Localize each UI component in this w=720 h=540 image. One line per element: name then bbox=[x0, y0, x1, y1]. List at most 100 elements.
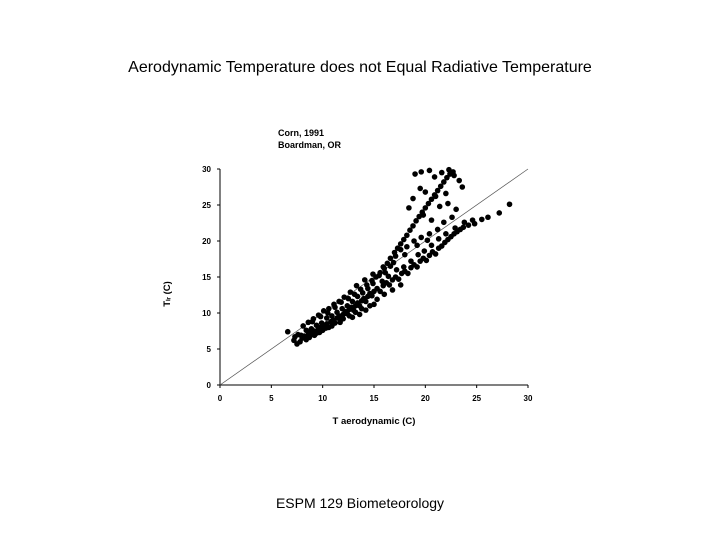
data-point bbox=[370, 280, 376, 287]
data-point bbox=[387, 255, 394, 262]
data-point bbox=[377, 288, 383, 295]
data-point bbox=[374, 296, 380, 303]
data-point bbox=[336, 298, 342, 305]
data-point bbox=[424, 237, 431, 244]
data-point bbox=[428, 242, 435, 249]
data-point bbox=[393, 267, 400, 273]
slide-title: Aerodynamic Temperature does not Equal R… bbox=[128, 59, 592, 76]
data-point bbox=[415, 251, 421, 258]
data-point bbox=[362, 307, 369, 313]
x-tick-label: 15 bbox=[370, 394, 379, 403]
data-point bbox=[339, 305, 345, 312]
data-point bbox=[407, 227, 413, 233]
data-point bbox=[371, 301, 377, 308]
data-point bbox=[428, 196, 435, 203]
x-tick-label: 0 bbox=[218, 394, 223, 403]
chart-annotation: Corn, 1991 Boardman, OR bbox=[278, 128, 342, 150]
data-point bbox=[469, 217, 476, 223]
data-point bbox=[410, 195, 416, 202]
x-tick-label: 25 bbox=[472, 394, 481, 403]
data-point bbox=[322, 325, 329, 331]
data-point bbox=[421, 248, 428, 254]
data-point bbox=[318, 320, 325, 326]
x-tick-label: 10 bbox=[318, 394, 327, 403]
data-point bbox=[441, 179, 447, 185]
data-point bbox=[310, 315, 317, 322]
data-point bbox=[326, 305, 332, 312]
data-point bbox=[459, 184, 466, 190]
data-point bbox=[362, 298, 369, 305]
data-point bbox=[392, 253, 399, 259]
data-point bbox=[438, 169, 445, 176]
data-point bbox=[300, 323, 306, 329]
data-point bbox=[434, 226, 441, 233]
data-point bbox=[331, 301, 337, 308]
annotation-line-2: Boardman, OR bbox=[278, 140, 342, 150]
data-point bbox=[406, 205, 412, 211]
data-point bbox=[329, 323, 335, 329]
data-point bbox=[379, 278, 386, 285]
data-point bbox=[479, 216, 485, 223]
data-point bbox=[303, 327, 310, 334]
data-point bbox=[449, 214, 455, 221]
data-point bbox=[451, 172, 457, 179]
data-point bbox=[395, 276, 402, 282]
y-axis-label: Tₗᵣ (C) bbox=[162, 281, 173, 307]
data-point bbox=[400, 236, 407, 243]
data-point bbox=[452, 225, 458, 231]
x-tick-label: 5 bbox=[269, 394, 274, 403]
x-axis-label: T aerodynamic (C) bbox=[333, 416, 416, 427]
data-point bbox=[408, 258, 414, 264]
data-point bbox=[359, 290, 366, 296]
data-point bbox=[453, 206, 459, 213]
y-tick-label: 15 bbox=[202, 273, 211, 282]
data-point bbox=[434, 187, 441, 194]
data-point bbox=[344, 303, 351, 309]
data-point bbox=[337, 319, 343, 326]
x-tick-label: 30 bbox=[524, 394, 533, 403]
data-point bbox=[425, 200, 432, 207]
data-point bbox=[385, 273, 392, 280]
data-point bbox=[417, 185, 424, 192]
data-point bbox=[506, 201, 513, 208]
data-point bbox=[441, 219, 447, 226]
data-point bbox=[411, 238, 417, 244]
data-point bbox=[292, 333, 298, 340]
data-point bbox=[334, 309, 340, 316]
data-point bbox=[460, 224, 467, 231]
data-point bbox=[428, 217, 435, 223]
data-point bbox=[485, 214, 491, 221]
slide-footer: ESPM 129 Biometeorology bbox=[275, 495, 445, 511]
data-point bbox=[496, 210, 503, 216]
data-point bbox=[316, 329, 323, 336]
data-point bbox=[305, 319, 312, 326]
data-point bbox=[404, 232, 410, 239]
data-point bbox=[456, 177, 463, 184]
data-point bbox=[445, 200, 451, 207]
data-point bbox=[329, 313, 335, 319]
data-point bbox=[397, 282, 404, 288]
data-point bbox=[418, 169, 425, 175]
data-point bbox=[311, 332, 318, 339]
data-point bbox=[347, 289, 354, 295]
y-tick-label: 5 bbox=[207, 345, 212, 354]
data-point bbox=[397, 246, 404, 253]
data-point bbox=[400, 264, 407, 270]
data-point bbox=[435, 236, 442, 242]
data-point bbox=[443, 190, 449, 197]
data-point bbox=[370, 271, 376, 277]
data-point bbox=[356, 311, 363, 318]
data-point bbox=[432, 193, 439, 200]
data-point bbox=[313, 322, 320, 329]
annotation-line-1: Corn, 1991 bbox=[278, 128, 324, 138]
data-point bbox=[426, 167, 433, 174]
data-point bbox=[414, 242, 420, 249]
y-tick-label: 20 bbox=[202, 237, 211, 246]
data-point bbox=[412, 171, 418, 177]
data-point bbox=[418, 234, 425, 241]
data-point bbox=[437, 183, 444, 190]
data-point bbox=[369, 292, 375, 299]
data-point bbox=[308, 326, 315, 332]
data-point bbox=[397, 241, 404, 247]
